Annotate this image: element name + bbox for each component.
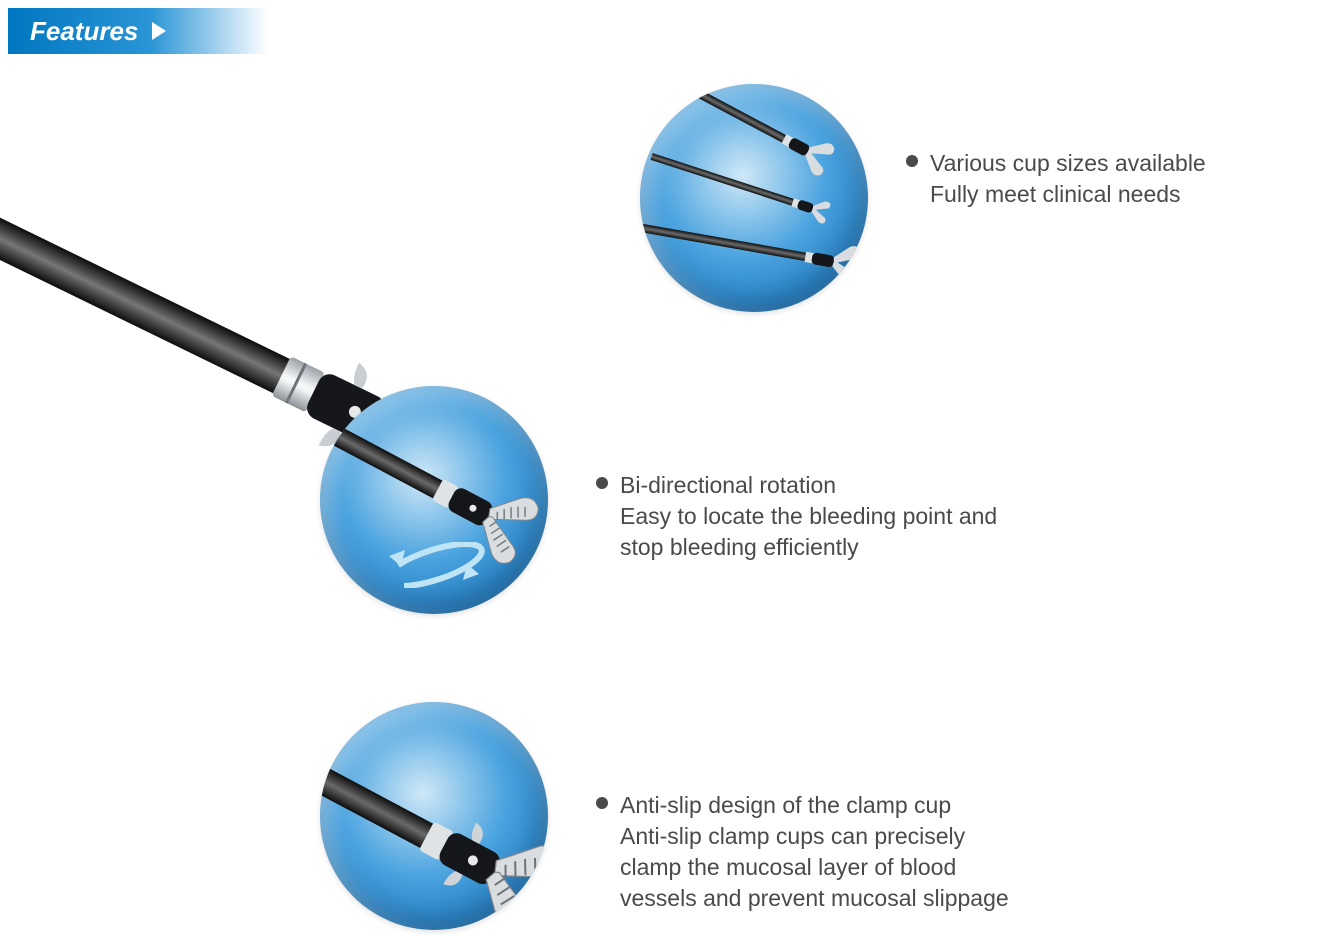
features-header-label: Features xyxy=(30,16,138,47)
feature-circle-rotation xyxy=(320,386,548,614)
feature-text-antislip: Anti-slip design of the clamp cup Anti-s… xyxy=(620,790,1280,914)
feature-3-line-4: vessels and prevent mucosal slippage xyxy=(620,883,1280,914)
feature-3-line-2: Anti-slip clamp cups can precisely xyxy=(620,821,1280,852)
feature-text-sizes: Various cup sizes available Fully meet c… xyxy=(930,148,1300,210)
feature-3-line-1: Anti-slip design of the clamp cup xyxy=(620,790,1280,821)
feature-2-line-2: Easy to locate the bleeding point and xyxy=(620,501,1300,532)
rotation-arrows-icon xyxy=(375,542,493,588)
feature-2-line-1: Bi-directional rotation xyxy=(620,470,1300,501)
feature-text-rotation: Bi-directional rotation Easy to locate t… xyxy=(620,470,1300,563)
feature-1-line-1: Various cup sizes available xyxy=(930,148,1300,179)
feature-circle-antislip xyxy=(320,702,548,930)
feature-3-line-3: clamp the mucosal layer of blood xyxy=(620,852,1280,883)
feature-circle-sizes xyxy=(640,84,868,312)
feature-1-line-2: Fully meet clinical needs xyxy=(930,179,1300,210)
features-header: Features xyxy=(8,8,268,54)
feature-2-line-3: stop bleeding efficiently xyxy=(620,532,1300,563)
three-clamp-sizes-icon xyxy=(640,84,868,312)
clamp-antislip-icon xyxy=(320,702,548,930)
triangle-right-icon xyxy=(152,22,166,40)
